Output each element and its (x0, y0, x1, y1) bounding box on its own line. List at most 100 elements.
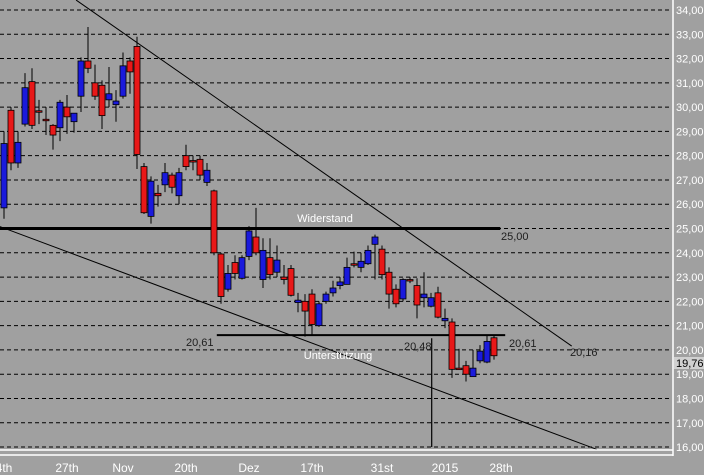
y-tick-label: 25,00 (676, 224, 704, 236)
candle (448, 318, 456, 378)
candle-body-down (42, 118, 50, 122)
candle (7, 107, 15, 171)
candle (252, 207, 260, 256)
candle (294, 292, 302, 313)
candle (161, 162, 169, 193)
candle (140, 162, 148, 214)
candle-body-down (301, 300, 309, 312)
candle-body-up (329, 287, 337, 294)
candle-body-up (238, 257, 246, 279)
candle (70, 112, 78, 133)
candle (392, 284, 400, 308)
candles (0, 26, 498, 382)
candle-body-up (441, 317, 449, 322)
candle-body-down (385, 271, 393, 295)
candle (238, 255, 246, 280)
candle (441, 308, 449, 329)
y-tick-label: 22,00 (676, 296, 704, 308)
candle (224, 264, 232, 292)
candle (168, 172, 176, 194)
candle (371, 234, 379, 280)
candle-body-down (434, 292, 442, 318)
candle-body-down (490, 337, 498, 357)
candle (378, 245, 386, 280)
candle (427, 292, 435, 308)
candle (189, 155, 197, 171)
y-tick-label: 24,00 (676, 248, 704, 260)
x-tick-label: 17th (300, 461, 323, 475)
y-tick-label: 29,00 (676, 126, 704, 138)
candle (322, 291, 330, 304)
candle (210, 189, 218, 256)
candle (343, 257, 351, 285)
y-tick-label: 20,00 (676, 345, 704, 357)
candle-body-down (210, 190, 218, 254)
candle-body-down (448, 321, 456, 370)
candle (35, 99, 43, 125)
candle (0, 131, 8, 219)
candle-body-up (56, 101, 64, 129)
candle-body-up (427, 297, 435, 307)
candle (280, 264, 288, 285)
candle (231, 255, 239, 280)
y-tick-label: 33,00 (676, 29, 704, 41)
y-axis-ticks: 34,00 33,00 32,00 31,00 30,00 29,00 28,00 27,00… (676, 5, 704, 454)
candle-body-down (91, 82, 99, 97)
candle (490, 335, 498, 360)
candle-body-down (49, 124, 57, 136)
y-tick-label: 26,00 (676, 199, 704, 211)
x-tick-label: Dez (238, 461, 259, 475)
candle-body-down (462, 365, 470, 375)
annotations: Widerstand 25,00 20,61 20,61 Unterstützung 20… (0, 0, 598, 450)
candle-body-up (476, 350, 484, 362)
candle (42, 107, 50, 136)
candle (350, 251, 358, 268)
candle (420, 272, 428, 308)
lower-trendline (0, 226, 598, 450)
candle (56, 99, 64, 142)
candle (84, 26, 92, 74)
candle (245, 226, 253, 261)
candle-body-down (392, 288, 400, 305)
candle-body-up (161, 172, 169, 186)
candle (434, 286, 442, 319)
candle (357, 252, 365, 273)
candle (175, 167, 183, 205)
candle (217, 252, 225, 304)
candle-body-up (420, 293, 428, 299)
candle-body-up (14, 141, 22, 164)
last-price-box (674, 357, 704, 369)
y-tick-label: 18,00 (676, 393, 704, 405)
candle-body-down (196, 158, 204, 176)
candle (147, 176, 155, 224)
candle-body-up (371, 236, 379, 245)
y-tick-label: 17,00 (676, 418, 704, 430)
candle (112, 90, 120, 122)
candle (462, 360, 470, 382)
candle (385, 267, 393, 309)
candle-body-down (378, 248, 386, 276)
candle-body-up (483, 341, 491, 363)
candle-body-down (406, 279, 414, 282)
candle (14, 131, 22, 168)
candle-body-down (413, 285, 421, 306)
candle-body-up (21, 87, 29, 125)
candle (119, 52, 127, 99)
candle-body-down (7, 109, 15, 164)
x-tick-label: 28th (489, 461, 512, 475)
x-tick-label: 20th (174, 461, 197, 475)
y-tick-label: 19,00 (676, 369, 704, 381)
candle (273, 245, 281, 278)
candle-body-up (112, 100, 120, 106)
candle-body-up (77, 60, 85, 97)
candle-body-down (98, 84, 106, 117)
y-tick-label: 28,00 (676, 151, 704, 163)
x-tick-label: 31st (371, 461, 394, 475)
candle-body-up (70, 112, 78, 123)
candle-body-down (287, 268, 295, 296)
candle-body-up (399, 279, 407, 300)
grid-lines (0, 9, 672, 448)
resistance-value-label: 25,00 (501, 231, 529, 243)
candle-body-down (252, 236, 260, 254)
